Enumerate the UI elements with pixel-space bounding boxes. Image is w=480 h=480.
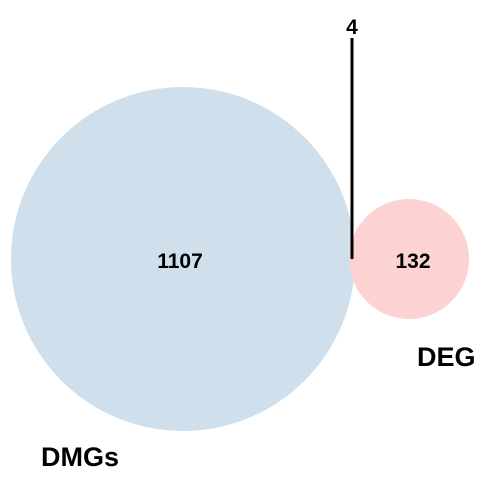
set-label-deg: DEG (417, 342, 476, 372)
intersection-count: 4 (346, 16, 358, 39)
dmgs-only-count: 1107 (157, 250, 203, 273)
set-circle-dmgs (11, 87, 355, 431)
deg-only-count: 132 (395, 250, 430, 273)
set-label-dmgs: DMGs (41, 442, 119, 472)
set-circle-deg (349, 199, 469, 319)
